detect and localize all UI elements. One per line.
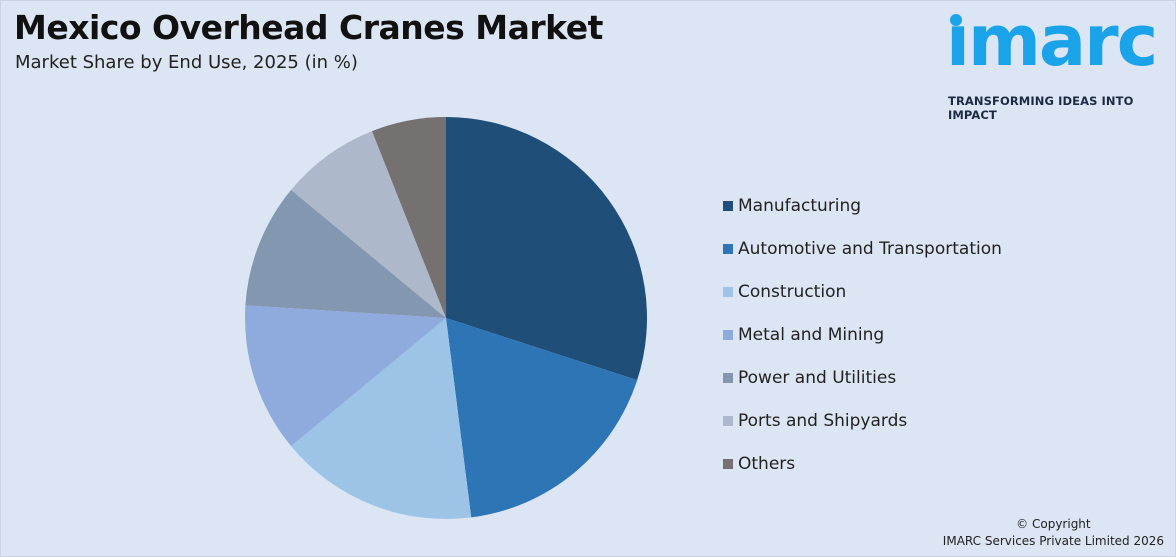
pie-slice-power-and-utilities xyxy=(245,189,446,318)
legend-swatch xyxy=(723,372,733,383)
legend-label: Construction xyxy=(738,281,847,302)
legend-item: Construction xyxy=(723,270,1002,313)
legend-item: Automotive and Transportation xyxy=(723,227,1002,270)
copyright-line-1: © Copyright xyxy=(1016,517,1091,531)
logo-tagline: TRANSFORMING IDEAS INTO IMPACT xyxy=(948,94,1134,122)
pie-slice-ports-and-shipyards xyxy=(291,131,446,318)
legend-item: Ports and Shipyards xyxy=(723,399,1002,442)
legend-item: Metal and Mining xyxy=(723,313,1002,356)
legend-item: Power and Utilities xyxy=(723,356,1002,399)
logo-wordmark: ımarc xyxy=(946,0,1158,82)
chart-subtitle: Market Share by End Use, 2025 (in %) xyxy=(15,52,358,73)
legend-label: Ports and Shipyards xyxy=(738,410,908,431)
pie-slice-metal-and-mining xyxy=(245,305,446,447)
copyright-line-2: IMARC Services Private Limited 2026 xyxy=(942,534,1164,548)
chart-title: Mexico Overhead Cranes Market xyxy=(14,8,603,47)
legend-swatch xyxy=(723,458,733,469)
legend-label: Metal and Mining xyxy=(738,324,885,345)
legend-label: Automotive and Transportation xyxy=(738,238,1002,259)
legend-swatch xyxy=(723,286,733,297)
legend-item: Manufacturing xyxy=(723,184,1002,227)
pie-slice-construction xyxy=(291,318,472,519)
imarc-logo: ımarc TRANSFORMING IDEAS INTO IMPACT xyxy=(946,0,1170,122)
pie-slice-others xyxy=(372,117,446,318)
legend-swatch xyxy=(723,243,733,254)
legend-label: Manufacturing xyxy=(738,195,862,216)
chart-legend: Manufacturing Automotive and Transportati… xyxy=(723,184,1002,485)
pie-slice-manufacturing xyxy=(446,117,647,381)
legend-item: Others xyxy=(723,442,1002,485)
legend-swatch xyxy=(723,200,733,211)
legend-label: Others xyxy=(738,453,796,474)
legend-swatch xyxy=(723,415,733,426)
logo-dot-icon xyxy=(950,14,962,26)
legend-swatch xyxy=(723,329,733,340)
copyright-notice: © Copyright IMARC Services Private Limit… xyxy=(943,516,1164,550)
pie-slice-automotive-and-transportation xyxy=(446,318,638,518)
legend-label: Power and Utilities xyxy=(738,367,897,388)
